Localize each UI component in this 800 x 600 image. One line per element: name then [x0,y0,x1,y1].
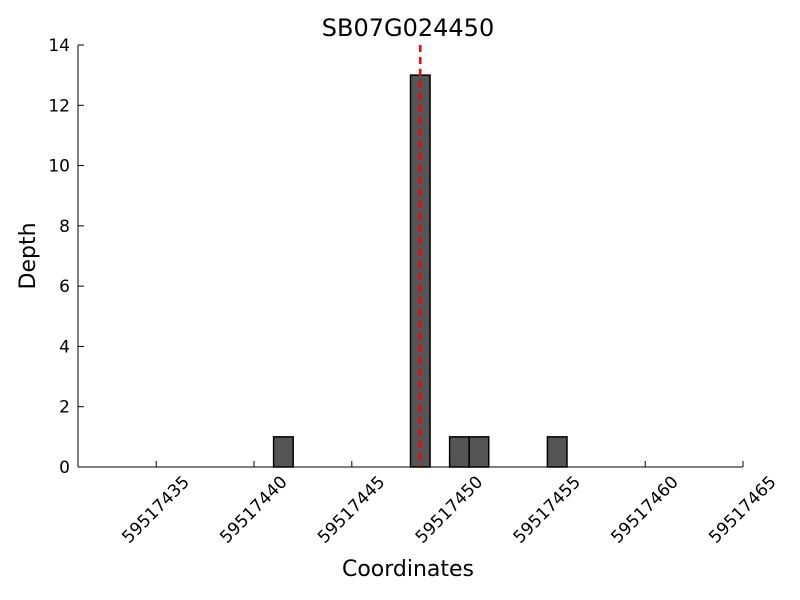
y-tick-label: 14 [48,36,70,56]
x-tick-label: 59517460 [607,472,682,547]
y-tick-label: 8 [59,217,70,237]
bar [448,436,470,468]
x-axis-label: Coordinates [342,557,474,582]
bar [272,436,294,468]
x-tick-label: 59517450 [412,472,487,547]
y-tick-label: 10 [48,157,70,177]
x-tick-label: 59517440 [216,472,291,547]
y-tick-label: 6 [59,277,70,297]
x-tick-label: 59517455 [510,472,585,547]
x-tick-label: 59517435 [118,472,193,547]
y-axis-label: Depth [16,222,41,289]
bar [546,436,568,468]
x-tick-label: 59517465 [705,472,780,547]
chart-title: SB07G024450 [322,14,494,42]
bar [468,436,490,468]
y-tick-label: 12 [48,96,70,116]
x-tick-label: 59517445 [314,472,389,547]
y-tick-label: 2 [59,398,70,418]
y-tick-label: 4 [59,337,70,357]
y-tick-label: 0 [59,458,70,478]
